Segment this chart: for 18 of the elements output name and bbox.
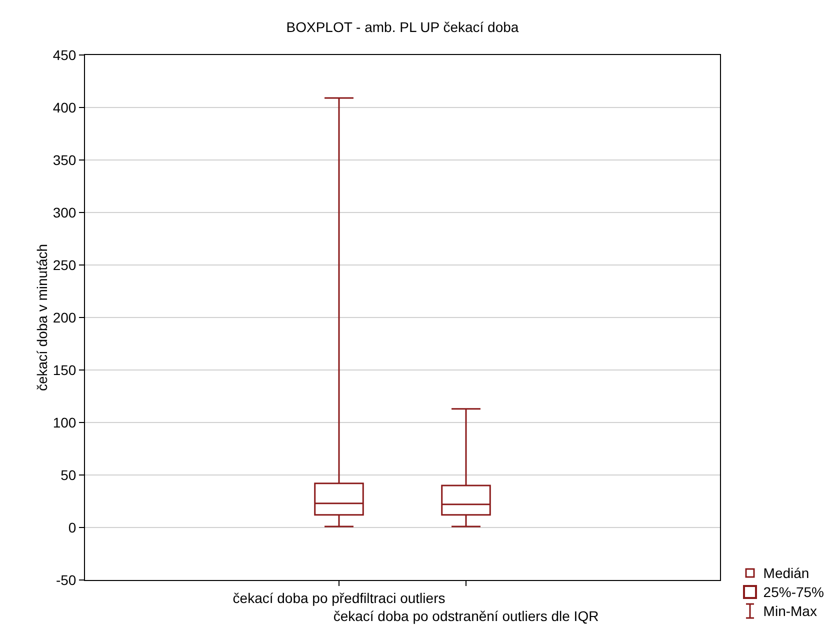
y-tick-label: -50 xyxy=(56,572,76,588)
y-tick-label: 450 xyxy=(52,46,76,63)
y-tick-label: 200 xyxy=(52,309,76,326)
y-tick-label: 400 xyxy=(52,99,76,116)
y-tick-label: 150 xyxy=(52,362,76,378)
y-tick-label: 100 xyxy=(52,414,76,430)
text: Min-Max xyxy=(763,602,817,618)
text: Medián xyxy=(763,564,810,580)
y-axis-title: čekací doba v minutách xyxy=(34,244,50,392)
y-tick-label: 350 xyxy=(52,152,76,168)
y-tick-label: 300 xyxy=(52,204,76,220)
chart-title: BOXPLOT - amb. PL UP čekací doba xyxy=(286,18,519,35)
y-tick-label: 0 xyxy=(68,519,76,536)
y-tick-label: 50 xyxy=(60,466,76,483)
x-tick-label: čekací doba po odstranění outliers dle IQR xyxy=(333,608,599,624)
x-tick-label: čekací doba po předfiltraci outliers xyxy=(232,590,446,606)
y-tick-label: 250 xyxy=(52,256,76,273)
text: 25%-75% xyxy=(763,584,824,600)
